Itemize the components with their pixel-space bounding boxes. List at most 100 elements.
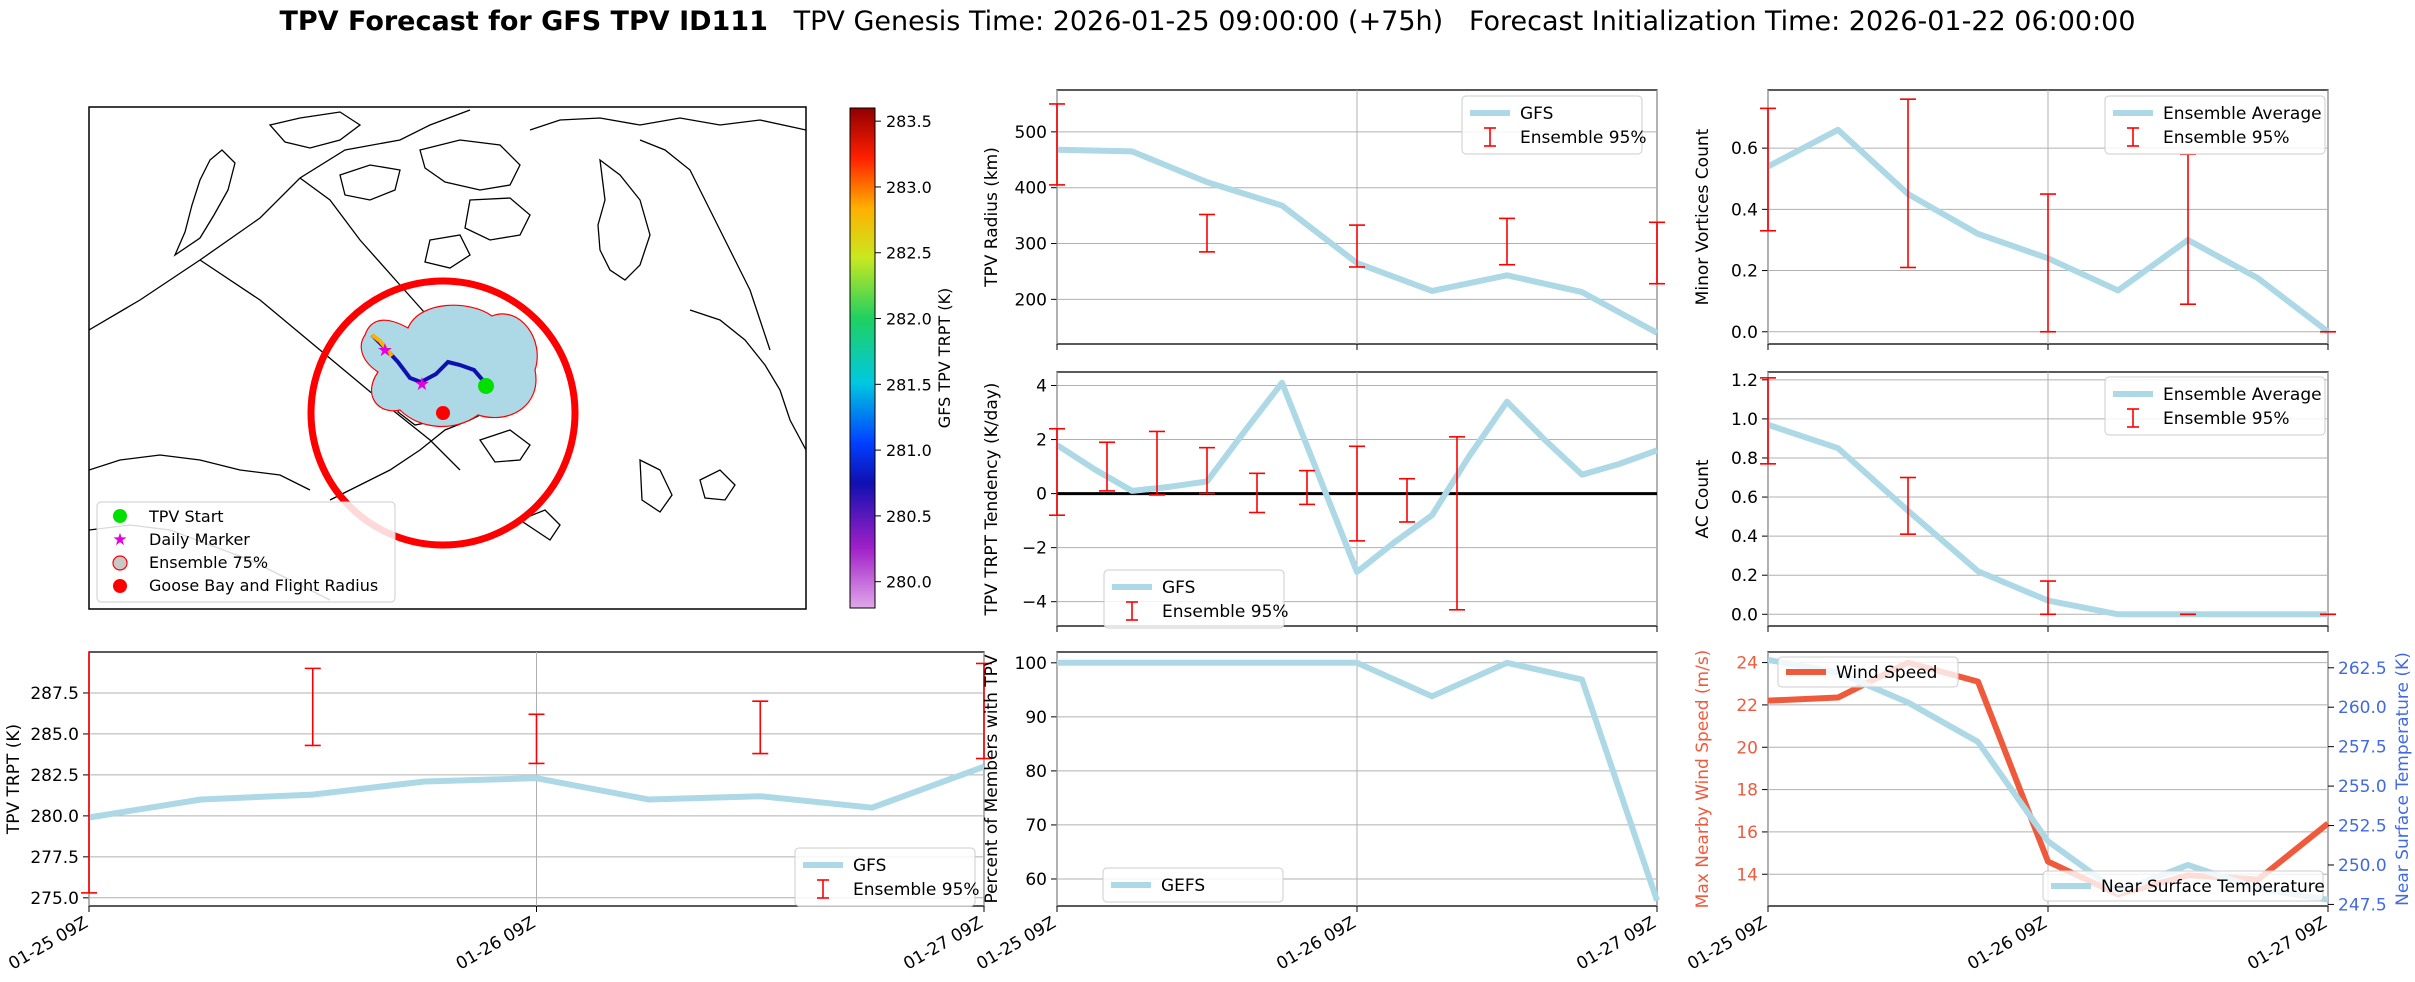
legend: Ensemble Average Ensemble 95%: [2104, 376, 2326, 436]
legend-daily-label: Daily Marker: [149, 530, 250, 549]
legend-label: GEFS: [1161, 876, 1205, 896]
colorbar-tick-label: 283.5: [886, 112, 932, 131]
y-tick-label: 0.4: [1731, 200, 1758, 220]
title-main: TPV Forecast for GFS TPV ID111: [279, 6, 768, 37]
colorbar-tick-label: 282.0: [886, 310, 932, 329]
ensemble-errorbar: [976, 662, 992, 760]
ensemble-errorbar: [1399, 477, 1415, 523]
tendency-chart: −4 −2 0 2 4 TPV TRPT Tendency (K/day) GFS Ensem…: [982, 371, 1659, 632]
y-right-tick-label: 255.0: [2338, 777, 2387, 797]
y-tick-label: 0.4: [1731, 527, 1758, 547]
legend-label: Near Surface Temperature: [2101, 877, 2325, 897]
ensemble-errorbar: [1249, 472, 1265, 514]
series-line-gfs: [88, 763, 986, 821]
y-tick-label: 2: [1036, 431, 1047, 451]
y-right-tick-label: 252.5: [2338, 817, 2387, 837]
y-tick-label: 200: [1015, 290, 1047, 310]
legend: GFS Ensemble 95%: [1461, 95, 1647, 155]
y-tick-label: 4: [1036, 377, 1047, 397]
flight-radius-circle: [307, 277, 579, 549]
y-right-axis-label: Near Surface Temperature (K): [2393, 652, 2413, 906]
y-tick-label: 100: [1015, 654, 1047, 674]
minor-vortices-chart: 0.0 0.2 0.4 0.6 Minor Vortices Count Ensemble…: [1693, 89, 2336, 350]
legend-goose-icon: [113, 579, 127, 593]
y-right-tick-label: 250.0: [2338, 856, 2387, 876]
y-tick-label: 90: [1025, 708, 1047, 728]
ensemble-errorbar: [2040, 580, 2056, 616]
y-axis-label: TPV Radius (km): [982, 147, 1002, 288]
ensemble-errorbar: [304, 667, 321, 747]
legend: Ensemble Average Ensemble 95%: [2104, 95, 2326, 155]
x-tick-label: 01-27 09Z: [1573, 913, 1659, 974]
y-tick-label: 300: [1015, 235, 1047, 255]
y-right-tick-label: 247.5: [2338, 895, 2387, 915]
legend-start-label: TPV Start: [148, 507, 224, 526]
colorbar-gradient: [849, 107, 876, 609]
y-tick-label: 0.2: [1731, 566, 1758, 586]
legend-label: GFS: [853, 856, 886, 876]
title-genesis: TPV Genesis Time: 2026-01-25 09:00:00 (+…: [793, 6, 1444, 37]
y-axis-label: AC Count: [1693, 459, 1713, 538]
ensemble-errorbar: [1099, 441, 1115, 492]
colorbar: 280.0 280.5 281.0 281.5 282.0 282.5 283.0 283.5…: [849, 107, 954, 609]
y-tick-label: 20: [1736, 738, 1758, 758]
y-tick-label: 0.0: [1731, 323, 1758, 343]
ensemble-errorbar: [1199, 446, 1215, 495]
ensemble-errorbar: [1049, 103, 1065, 186]
y-tick-label: 0.6: [1731, 139, 1758, 159]
figure-title: TPV Forecast for GFS TPV ID111 TPV Genes…: [0, 6, 2415, 37]
legend-ensemble-icon: [112, 555, 128, 571]
x-tick-label: 01-26 09Z: [453, 913, 539, 974]
members-chart: 60 70 80 90 100 01-25 09Z 01-26 09Z 01-27 09Z Pe…: [973, 651, 1660, 974]
y-tick-label: 400: [1015, 179, 1047, 199]
legend-label: Wind Speed: [1836, 663, 1937, 683]
ac-count-chart: 0.0 0.2 0.4 0.6 0.8 1.0 1.2 AC Count Ensemble Av…: [1693, 371, 2336, 632]
x-tick-label: 01-27 09Z: [900, 913, 986, 974]
ensemble-errorbar: [1299, 469, 1315, 506]
y-tick-label: 0.0: [1731, 605, 1758, 625]
x-tick-label: 01-26 09Z: [1273, 913, 1359, 974]
x-tick-label: 01-26 09Z: [1964, 913, 2050, 974]
ensemble-errorbar: [528, 713, 545, 765]
y-tick-label: −4: [1022, 593, 1047, 613]
ensemble-errorbar: [1760, 377, 1776, 465]
y-tick-label: 80: [1025, 762, 1047, 782]
y-tick-label: 0.6: [1731, 488, 1758, 508]
legend-label: Ensemble 95%: [1162, 602, 1289, 622]
y-tick-label: 280.0: [30, 807, 79, 827]
x-tick-label: 01-25 09Z: [5, 913, 91, 974]
legend-goose-label: Goose Bay and Flight Radius: [149, 576, 378, 595]
daily-marker-star-icon: ★: [414, 374, 430, 395]
y-right-tick-label: 260.0: [2338, 698, 2387, 718]
y-tick-label: 14: [1736, 865, 1758, 885]
legend-temp: Near Surface Temperature: [2042, 870, 2325, 902]
colorbar-tick-label: 280.5: [886, 507, 932, 526]
ensemble-errorbar: [1049, 427, 1065, 517]
legend: GFS Ensemble 95%: [794, 847, 980, 907]
legend-ensemble-label: Ensemble 75%: [149, 553, 268, 572]
colorbar-tick-label: 281.5: [886, 375, 932, 394]
ensemble-errorbar: [1349, 445, 1365, 542]
ensemble-75-region: [360, 304, 538, 427]
legend: GEFS: [1102, 867, 1284, 903]
legend-box: [2042, 870, 2324, 902]
wind-temperature-chart: 14 16 18 20 22 24 01-25 09Z 01-26 09Z 01-27 09Z M…: [1684, 650, 2413, 975]
ensemble-errorbar: [1649, 221, 1665, 285]
y-tick-label: 500: [1015, 123, 1047, 143]
legend-label: Ensemble 95%: [2163, 409, 2290, 429]
ensemble-errorbar: [1499, 217, 1515, 266]
colorbar-tick-label: 280.0: [886, 573, 932, 592]
map-legend: TPV Start ★ Daily Marker Ensemble 75% Go…: [96, 501, 396, 603]
y-axis-label: TPV TRPT (K): [4, 724, 24, 835]
y-tick-label: 0.8: [1731, 449, 1758, 469]
ensemble-errorbar: [1149, 430, 1165, 496]
legend: GFS Ensemble 95%: [1103, 569, 1289, 629]
y-tick-label: 285.0: [30, 725, 79, 745]
y-tick-label: 275.0: [30, 889, 79, 909]
colorbar-tick-label: 283.0: [886, 178, 932, 197]
y-tick-label: 24: [1736, 654, 1758, 674]
ensemble-errorbar: [1199, 213, 1215, 253]
legend-box: [2104, 95, 2326, 155]
colorbar-tick-label: 281.0: [886, 441, 932, 460]
